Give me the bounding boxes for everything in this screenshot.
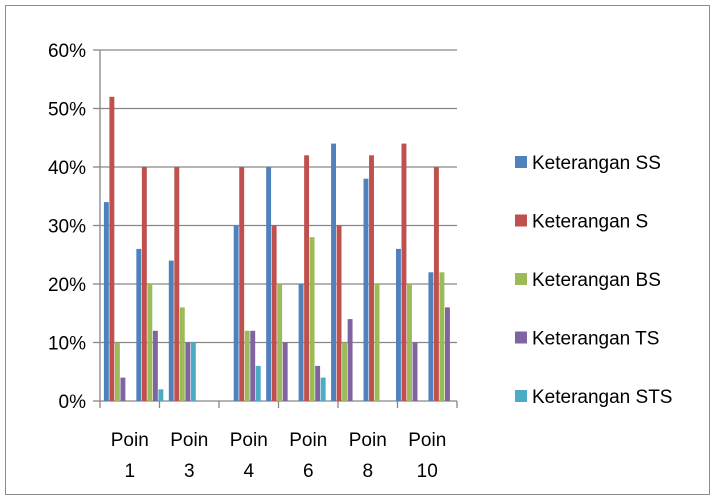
- x-tick-labels: Poin 1 Poin 3 Poin 4 Poin 6 Poin 8 Poin 10: [111, 430, 447, 482]
- legend-swatch: [515, 390, 527, 402]
- bar: [407, 284, 412, 401]
- x-tick-label: 8: [362, 461, 373, 482]
- x-tick-label: Poin: [230, 430, 268, 451]
- bar: [271, 225, 277, 401]
- bar: [428, 272, 434, 401]
- legend-item: Keterangan SS: [515, 153, 661, 174]
- bar: [168, 260, 174, 401]
- bar: [433, 167, 439, 401]
- legend-label: Keterangan STS: [532, 387, 672, 408]
- bar: [369, 155, 374, 401]
- bar: [141, 167, 147, 401]
- bar: [309, 237, 315, 401]
- x-tick-label: Poin: [170, 430, 208, 451]
- legend-item: Keterangan BS: [515, 270, 661, 291]
- bar: [239, 167, 245, 401]
- bar: [347, 319, 353, 401]
- y-tick-label: 40%: [48, 158, 86, 179]
- x-tick-label: Poin: [349, 430, 387, 451]
- x-tick-label: 1: [124, 461, 135, 482]
- bar: [179, 307, 185, 401]
- bar: [158, 389, 164, 401]
- x-tick-label: 3: [184, 461, 195, 482]
- bar: [277, 284, 283, 401]
- bar: [114, 342, 120, 401]
- bar: [336, 225, 342, 401]
- bar: [439, 272, 445, 401]
- y-tick-label: 10%: [48, 334, 86, 355]
- bar: [233, 225, 239, 401]
- bar: [395, 248, 401, 401]
- bar: [342, 342, 348, 401]
- legend-label: Keterangan BS: [532, 270, 661, 291]
- bar: [244, 330, 250, 401]
- bar: [136, 248, 142, 401]
- legend-label: Keterangan SS: [532, 153, 661, 174]
- bar: [152, 330, 158, 401]
- bar: [250, 330, 256, 401]
- bar: [185, 342, 191, 401]
- x-tick-label: Poin: [289, 430, 327, 451]
- bar: [103, 202, 109, 401]
- bar: [109, 96, 115, 402]
- y-tick-label: 0%: [59, 392, 87, 413]
- bar: [363, 178, 369, 401]
- bar: [298, 284, 304, 401]
- bar: [174, 167, 180, 401]
- bar: [147, 284, 153, 401]
- legend-item: Keterangan S: [515, 212, 648, 233]
- bar: [120, 377, 126, 401]
- bar: [374, 284, 380, 401]
- legend-swatch: [515, 156, 527, 168]
- x-tick-label: Poin: [111, 430, 149, 451]
- x-tick-label: Poin: [408, 430, 446, 451]
- x-tick-label: 4: [243, 461, 254, 482]
- bar: [315, 365, 321, 401]
- chart-frame: [5, 5, 710, 495]
- legend-swatch: [515, 331, 527, 344]
- bar: [444, 307, 450, 401]
- legend-label: Keterangan TS: [532, 329, 659, 350]
- x-tick-label: 6: [303, 461, 314, 482]
- legend-label: Keterangan S: [532, 212, 648, 233]
- legend-swatch: [515, 273, 527, 285]
- bars: [103, 96, 450, 402]
- bar: [401, 143, 407, 401]
- y-tick-label: 50%: [48, 100, 86, 121]
- bar: [255, 365, 261, 401]
- bar: [266, 167, 272, 401]
- y-tick-label: 60%: [48, 41, 86, 62]
- legend-swatch: [515, 214, 527, 227]
- y-tick-label: 20%: [48, 275, 86, 296]
- legend-item: Keterangan STS: [515, 387, 672, 408]
- bar: [304, 155, 310, 401]
- bar: [320, 377, 326, 401]
- legend: Keterangan SS Keterangan S Keterangan BS Ke…: [515, 153, 672, 408]
- bar: [331, 143, 336, 401]
- x-tick-label: 10: [417, 461, 438, 482]
- y-tick-labels: 0% 10% 20% 30% 40% 50% 60%: [48, 41, 86, 413]
- bar: [282, 342, 288, 401]
- y-tick-label: 30%: [48, 217, 86, 238]
- bar: [190, 342, 196, 401]
- bar: [412, 342, 418, 401]
- legend-item: Keterangan TS: [515, 329, 659, 350]
